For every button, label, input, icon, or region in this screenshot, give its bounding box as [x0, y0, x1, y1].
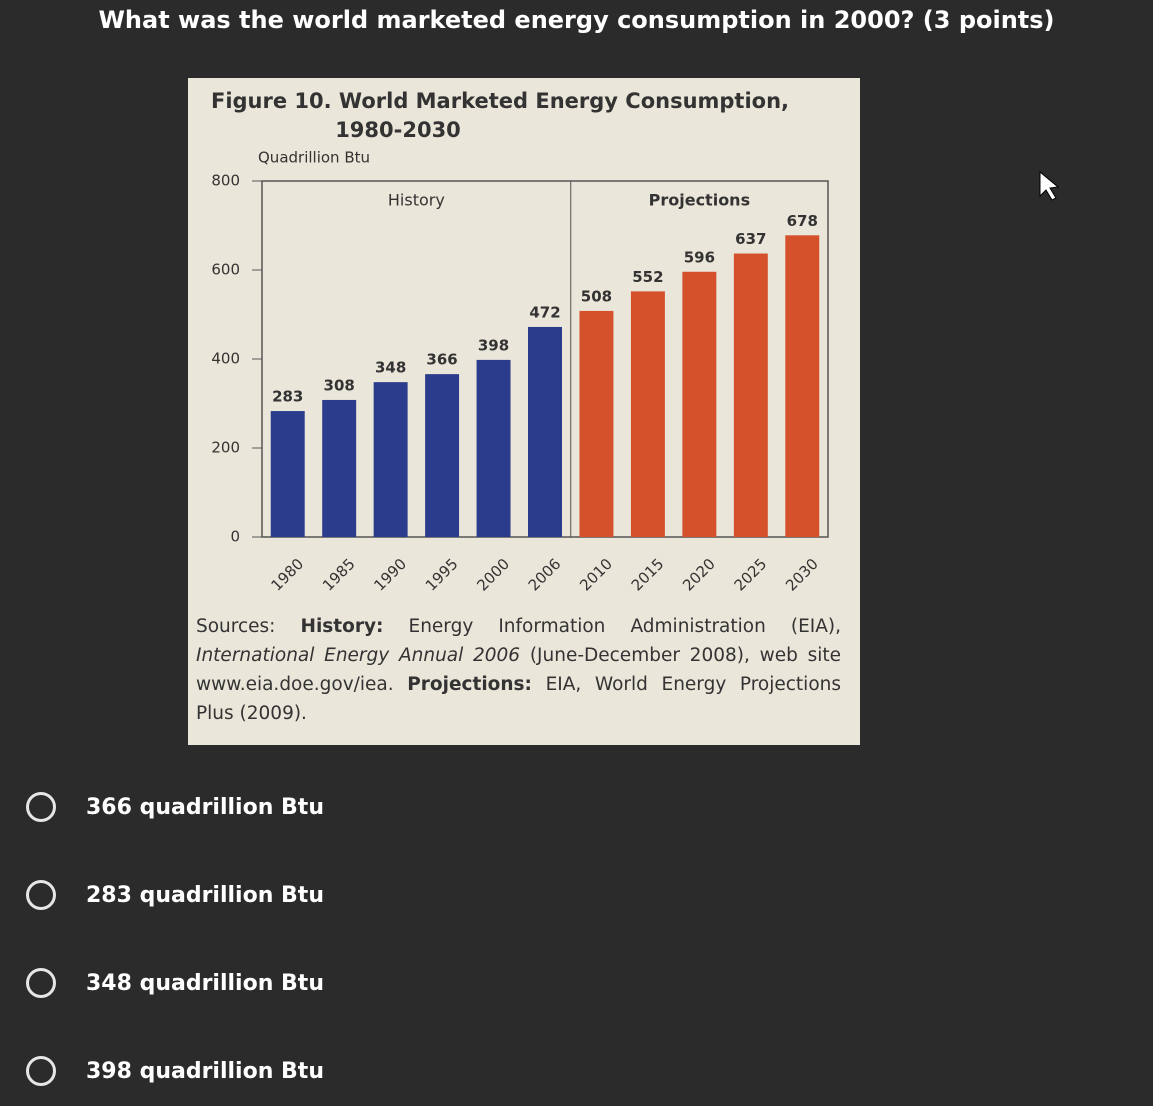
value-label: 398	[478, 336, 509, 354]
cursor	[1039, 170, 1060, 201]
value-label: 508	[581, 287, 612, 305]
radio-button[interactable]	[26, 880, 56, 910]
y-tick-label: 0	[230, 528, 240, 546]
bar	[579, 310, 614, 537]
value-label: 348	[375, 359, 406, 377]
value-label: 308	[324, 376, 355, 394]
option[interactable]: 398 quadrillion Btu	[26, 1051, 324, 1091]
sources-text: History:	[300, 616, 384, 637]
bar	[270, 411, 305, 537]
option[interactable]: 283 quadrillion Btu	[26, 875, 324, 915]
question: What was the world marketed energy consu…	[98, 6, 1055, 34]
sources-text: Sources:	[196, 616, 301, 637]
bar	[425, 374, 460, 537]
radio-button[interactable]	[26, 792, 56, 822]
chart-title: 1980-2030	[335, 118, 461, 142]
option-label[interactable]: 283 quadrillion Btu	[86, 882, 324, 908]
bar	[373, 382, 408, 537]
radio-button[interactable]	[26, 1056, 56, 1086]
value-label: 283	[272, 388, 303, 406]
legend-label: History	[388, 191, 445, 210]
y-tick-label: 800	[211, 172, 240, 190]
bar	[733, 253, 768, 537]
option-label[interactable]: 366 quadrillion Btu	[86, 794, 324, 820]
legend-label: Projections	[649, 191, 750, 210]
radio-button[interactable]	[26, 968, 56, 998]
sources-text: EIA, World Energy Projections Plus (2009…	[196, 674, 841, 724]
sources-text: (June-December 2008), web site www.eia.d…	[196, 645, 841, 695]
value-label: 366	[426, 351, 457, 369]
sources: Sources: History: Energy Information Adm…	[196, 612, 841, 728]
bar	[785, 235, 820, 538]
value-label: 678	[787, 212, 818, 230]
chart-title: Figure 10. World Marketed Energy Consump…	[211, 89, 789, 113]
y-tick-label: 200	[211, 439, 240, 457]
sources-text: Energy Information Administration (EIA),	[383, 616, 842, 637]
bar	[322, 399, 357, 537]
bar	[528, 326, 562, 537]
option-label[interactable]: 348 quadrillion Btu	[86, 970, 324, 996]
value-label: 637	[735, 230, 766, 248]
bar	[476, 359, 511, 537]
bar	[630, 291, 665, 537]
sources-text: Projections:	[407, 674, 532, 695]
y-tick-label: 400	[211, 350, 240, 368]
y-tick-label: 600	[211, 261, 240, 279]
sources-text: International Energy Annual 2006	[196, 645, 521, 666]
value-label: 552	[632, 268, 663, 286]
option-label[interactable]: 398 quadrillion Btu	[86, 1058, 324, 1084]
bar	[682, 271, 717, 537]
y-axis-label: Quadrillion Btu	[258, 149, 370, 167]
value-label: 596	[684, 248, 715, 266]
option[interactable]: 348 quadrillion Btu	[26, 963, 324, 1003]
option[interactable]: 366 quadrillion Btu	[26, 787, 324, 827]
value-label: 472	[529, 303, 560, 321]
